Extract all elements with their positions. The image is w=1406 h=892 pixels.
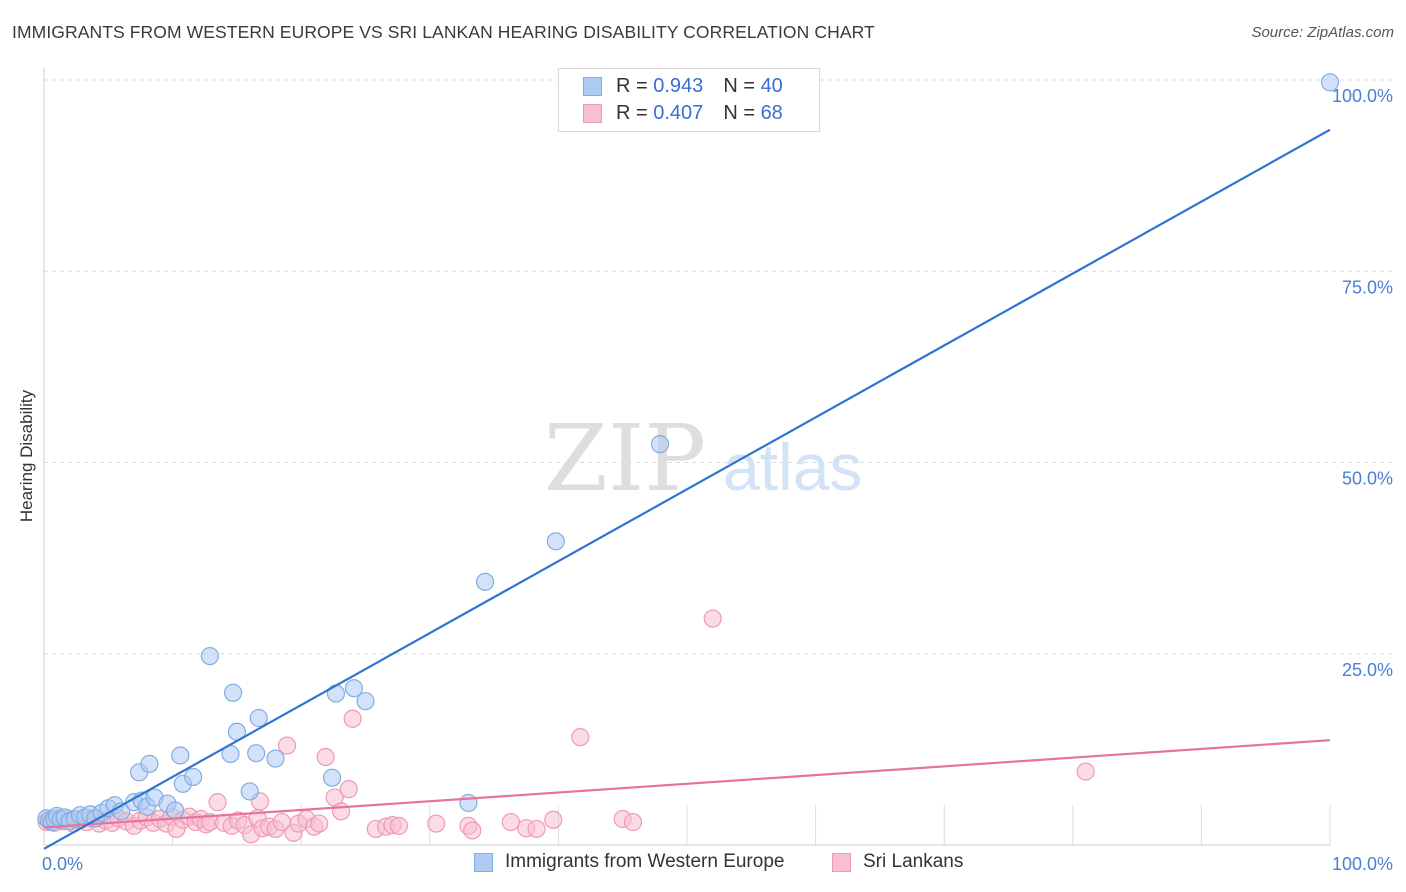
data-point-western-europe <box>322 768 342 787</box>
data-point-sri-lankans <box>343 709 362 728</box>
y-tick-label: 75.0% <box>1342 277 1393 297</box>
legend-label: Sri Lankans <box>863 851 964 872</box>
legend-row-sri-lankans: R = 0.407 N = 68 <box>583 100 783 126</box>
data-point-western-europe <box>546 532 565 551</box>
data-point-western-europe <box>650 435 670 454</box>
data-point-sri-lankans <box>208 793 227 812</box>
data-point-sri-lankans <box>501 812 520 832</box>
data-point-western-europe <box>200 646 219 666</box>
chart-title: IMMIGRANTS FROM WESTERN EUROPE VS SRI LA… <box>12 22 875 42</box>
tick-labels: 25.0% 50.0% 75.0% 100.0% 0.0% 100.0% <box>42 86 1393 874</box>
data-point-western-europe <box>140 754 159 774</box>
legend-label: Immigrants from Western Europe <box>505 851 785 872</box>
data-point-sri-lankans <box>1076 762 1095 781</box>
r-label: R = <box>616 74 648 97</box>
data-point-western-europe <box>356 692 375 711</box>
data-point-sri-lankans <box>703 609 722 628</box>
data-point-sri-lankans <box>427 814 446 833</box>
axes-layer <box>43 68 1330 846</box>
data-point-sri-lankans <box>310 814 329 833</box>
data-point-sri-lankans <box>544 810 563 829</box>
data-point-sri-lankans <box>331 802 351 821</box>
watermark: ZIP atlas <box>544 405 863 512</box>
y-tick-label: 100.0% <box>1332 86 1393 106</box>
source-label: Source: ZipAtlas.com <box>1251 24 1394 41</box>
data-point-western-europe <box>247 744 266 763</box>
legend-swatch-pink <box>832 852 851 872</box>
data-point-sri-lankans <box>571 728 590 747</box>
x-tick-label: 100.0% <box>1332 854 1393 874</box>
legend-swatch-blue <box>583 76 602 96</box>
series-legend: Immigrants from Western Europe Sri Lanka… <box>0 851 1406 879</box>
grid-layer <box>43 79 1395 845</box>
watermark-zip: ZIP <box>544 405 706 512</box>
y-axis-label: Hearing Disability <box>17 389 36 523</box>
data-point-western-europe <box>326 684 346 703</box>
legend-item-western-europe[interactable]: Immigrants from Western Europe <box>474 851 784 873</box>
legend-swatch-blue <box>474 852 493 872</box>
n-value: 68 <box>760 101 783 124</box>
data-point-sri-lankans <box>339 780 358 799</box>
legend-item-sri-lankans[interactable]: Sri Lankans <box>832 851 963 873</box>
r-value: 0.943 <box>653 74 704 97</box>
trend-line-sri-lankans <box>43 739 1331 829</box>
data-point-western-europe <box>171 746 190 765</box>
data-point-western-europe <box>266 749 285 768</box>
data-point-sri-lankans <box>316 747 335 767</box>
data-point-sri-lankans <box>463 821 482 840</box>
y-tick-label: 50.0% <box>1342 469 1393 489</box>
series-sri-lankans-points <box>37 609 1095 844</box>
trend-line-western-europe <box>43 128 1331 850</box>
data-point-sri-lankans <box>527 819 546 839</box>
correlation-legend: R = 0.943 N = 40 R = 0.407 N = 68 <box>558 68 820 132</box>
r-label: R = <box>616 101 648 124</box>
legend-swatch-pink <box>583 103 602 123</box>
data-point-western-europe <box>475 572 495 591</box>
n-label: N = <box>723 101 755 124</box>
trend-lines <box>43 128 1331 850</box>
data-point-sri-lankans <box>623 812 643 832</box>
r-value: 0.407 <box>653 101 704 124</box>
data-point-western-europe <box>459 793 478 813</box>
watermark-atlas: atlas <box>723 430 862 504</box>
data-point-western-europe <box>184 767 203 787</box>
data-point-western-europe <box>1320 73 1340 92</box>
n-value: 40 <box>760 74 783 97</box>
data-point-sri-lankans <box>389 816 409 835</box>
n-label: N = <box>723 74 755 97</box>
data-point-western-europe <box>249 708 268 728</box>
y-tick-label: 25.0% <box>1342 660 1393 680</box>
x-tick-label: 0.0% <box>42 854 83 874</box>
data-point-western-europe <box>166 801 185 820</box>
legend-row-western-europe: R = 0.943 N = 40 <box>583 73 783 99</box>
data-point-western-europe <box>344 679 364 698</box>
data-point-western-europe <box>240 782 259 801</box>
data-point-sri-lankans <box>277 736 297 755</box>
data-point-western-europe <box>223 683 243 702</box>
